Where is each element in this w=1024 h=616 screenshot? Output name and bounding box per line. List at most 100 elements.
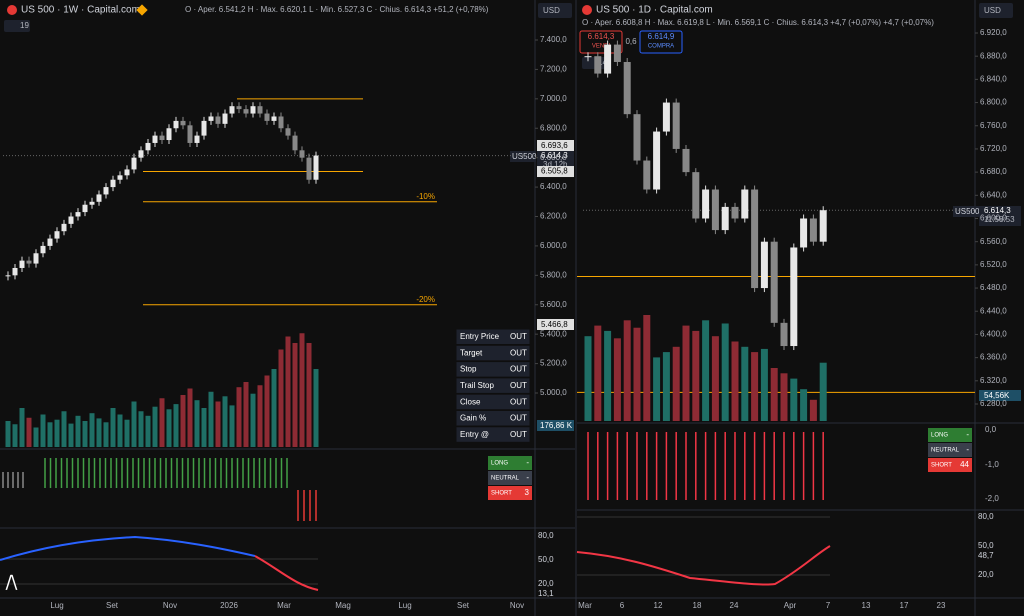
price-label: 5.600,0	[540, 300, 567, 309]
volume-bar	[54, 419, 60, 447]
volume-bar	[19, 408, 25, 447]
price-label: 6.280,0	[980, 399, 1007, 408]
rsi-line	[254, 555, 319, 591]
rsi-label: 80,0	[538, 531, 554, 540]
ma-tag-text: 6.693,6	[541, 141, 568, 150]
rsi-line	[0, 535, 256, 561]
volume-bar	[82, 421, 88, 447]
sell-label[interactable]: VENDI	[592, 44, 611, 50]
currency[interactable]: USD	[984, 6, 1001, 15]
volume-bar	[12, 424, 18, 447]
oscillator-label: 0,0	[985, 425, 997, 434]
price-label: 6.400,0	[980, 330, 1007, 339]
candle	[47, 238, 53, 246]
volume-bar	[264, 375, 270, 447]
candle	[313, 155, 319, 180]
volume-bar	[682, 325, 690, 421]
sell-price[interactable]: 6.614,3	[588, 32, 615, 41]
volume-bar	[180, 395, 186, 447]
volume-bar	[662, 352, 670, 421]
volume-bar	[222, 396, 228, 447]
price-label: 5.000,0	[540, 388, 567, 397]
last-price: 6.614,3	[541, 151, 568, 160]
volume-tag-text: 176,86 K	[540, 421, 573, 430]
sell-button[interactable]	[579, 30, 623, 54]
price-label: 6.840,0	[980, 74, 1007, 83]
candle	[594, 56, 602, 74]
volume-bar	[653, 357, 661, 421]
signal-row	[488, 456, 532, 470]
candle	[250, 106, 256, 114]
currency-button[interactable]	[979, 3, 1013, 18]
volume-bar	[702, 320, 710, 421]
candle	[110, 179, 116, 188]
symbol[interactable]: US 500 · 1D · Capital.com	[596, 5, 713, 16]
buy-label[interactable]: COMPRA	[648, 44, 674, 50]
candle	[229, 106, 235, 114]
volume-bar	[633, 327, 641, 421]
candle	[721, 206, 729, 231]
time-label: 2026	[220, 601, 238, 610]
candle	[692, 172, 700, 219]
volume-bar	[208, 391, 214, 447]
time-label: 7	[826, 601, 831, 610]
table-row	[455, 410, 531, 427]
candle	[82, 204, 88, 213]
time-label: Nov	[510, 601, 524, 610]
candle	[800, 218, 808, 248]
table-value: OUT	[510, 348, 527, 357]
volume-bar	[201, 408, 207, 447]
time-label: Set	[457, 601, 470, 610]
signal-label: LONG	[491, 461, 508, 467]
volume-bar	[770, 368, 778, 421]
candle	[292, 135, 298, 151]
time-label: Lug	[398, 601, 411, 610]
oscillator-label: -1,0	[985, 460, 999, 469]
candle	[285, 128, 291, 136]
table-label: Stop	[460, 365, 477, 374]
volume-bar	[613, 338, 621, 421]
time-label: 6	[620, 601, 625, 610]
time-label: 17	[900, 601, 909, 610]
candle	[278, 116, 284, 129]
buy-price[interactable]: 6.614,9	[648, 32, 675, 41]
volume-bar	[68, 423, 74, 447]
candle	[26, 260, 32, 264]
logo: ⧸⧹	[5, 574, 17, 592]
symbol[interactable]: US 500 · 1W · Capital.com	[21, 5, 140, 16]
candle	[741, 189, 749, 219]
volume-bar	[809, 399, 817, 421]
price-label: 6.600,0	[540, 153, 567, 162]
buy-button[interactable]	[639, 30, 683, 54]
time-label: Mar	[277, 601, 291, 610]
volume-bar	[110, 408, 116, 447]
currency[interactable]: USD	[543, 6, 560, 15]
volume-bar	[187, 388, 193, 447]
rsi-label: 20,0	[978, 570, 994, 579]
volume-bar	[584, 336, 592, 421]
symbol-tag-text: US500	[955, 207, 980, 216]
candle	[306, 157, 312, 180]
candle	[584, 56, 592, 58]
signal-label: LONG	[931, 433, 948, 439]
candle	[790, 247, 798, 347]
time-label: 13	[862, 601, 871, 610]
candle	[264, 113, 270, 121]
level-label: -10%	[416, 192, 435, 201]
time-label: 18	[693, 601, 702, 610]
volume-bar	[285, 336, 291, 447]
ohlc: O · Aper. 6.541,2 H · Max. 6.620,1 L · M…	[185, 5, 489, 14]
indicator-toggle[interactable]	[4, 20, 30, 32]
volume-bar	[819, 362, 827, 421]
time-label: 23	[937, 601, 946, 610]
candle	[54, 231, 60, 239]
price-label: 6.720,0	[980, 144, 1007, 153]
volume-bar	[800, 389, 808, 421]
candle	[731, 206, 739, 219]
currency-button[interactable]	[538, 3, 572, 18]
volume-bar	[731, 341, 739, 421]
candle	[751, 189, 759, 289]
time-label: Mar	[578, 601, 592, 610]
table-row	[455, 344, 531, 362]
candle	[19, 260, 25, 268]
